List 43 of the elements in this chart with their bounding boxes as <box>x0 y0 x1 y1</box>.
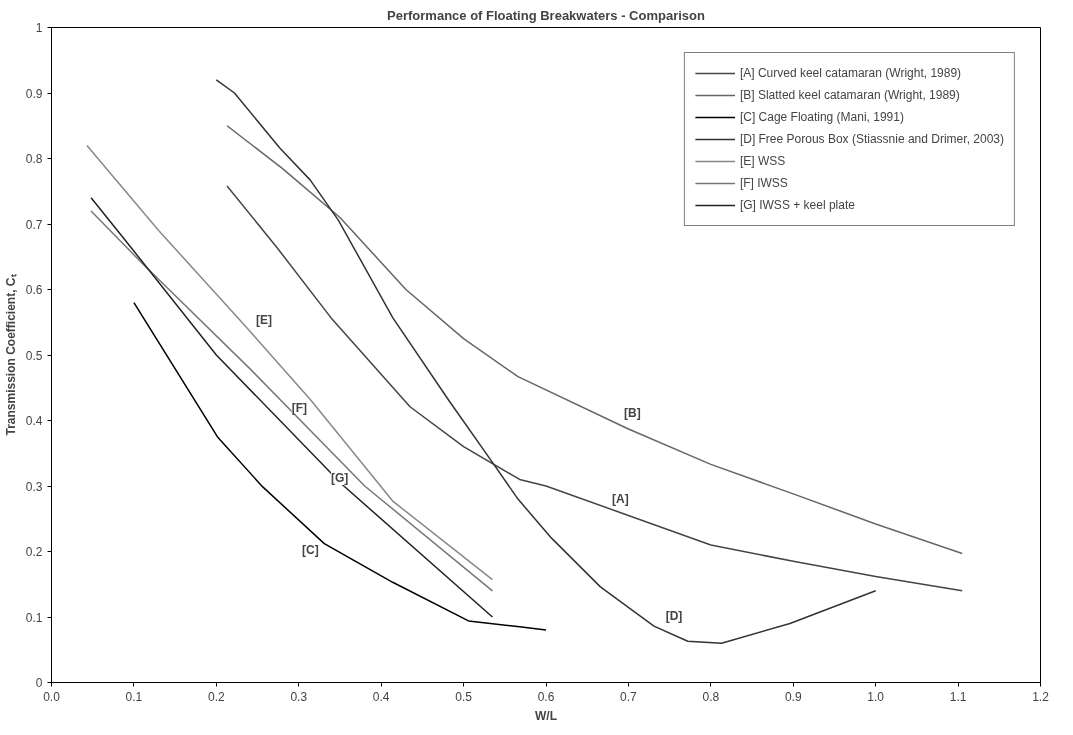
annotation: [B] <box>624 406 641 421</box>
legend-label: [B] Slatted keel catamaran (Wright, 1989) <box>739 88 960 102</box>
x-tick-label: 0.8 <box>702 689 720 704</box>
line-series <box>86 144 494 581</box>
legend-label: [E] WSS <box>739 154 786 168</box>
legend-label: [D] Free Porous Box (Stiassnie and Drimer, 2003) <box>739 132 1004 146</box>
legend-label: [A] Curved keel catamaran (Wright, 1989) <box>739 66 962 80</box>
line-series <box>133 301 547 631</box>
x-tick-label: 0.9 <box>784 689 802 704</box>
y-tick-label: 0.9 <box>25 86 43 101</box>
x-tick-label: 0.0 <box>43 689 61 704</box>
x-tick-label: 0.7 <box>620 689 638 704</box>
x-tick-label: 0.6 <box>537 689 555 704</box>
x-tick-label: 0.4 <box>372 689 390 704</box>
x-tick-label: 1.0 <box>867 689 885 704</box>
x-tick-label: 0.3 <box>290 689 308 704</box>
y-tick-label: 0.1 <box>25 610 43 625</box>
x-tick-label: 1.1 <box>949 689 967 704</box>
x-tick-label: 0.1 <box>125 689 143 704</box>
annotation: [F] <box>291 401 307 416</box>
legend-label: [F] IWSS <box>739 176 788 190</box>
x-tick-label: 1.2 <box>1032 689 1050 704</box>
y-tick-label: 0.6 <box>25 283 43 297</box>
legend-label: [C] Cage Floating (Mani, 1991) <box>739 110 904 124</box>
y-tick-label: 0.8 <box>25 152 43 166</box>
x-axis-title: W/L <box>535 708 557 723</box>
annotation: [G] <box>330 471 349 486</box>
y-axis-title: Transmission Coefficient, Cₜ <box>3 274 18 436</box>
y-tick-label: 1 <box>35 21 43 35</box>
x-tick-label: 0.2 <box>207 689 225 704</box>
y-tick-label: 0.2 <box>25 545 43 559</box>
y-tick-label: 0.7 <box>25 217 43 232</box>
annotation: [C] <box>301 542 319 557</box>
legend-label: [G] IWSS + keel plate <box>739 198 855 212</box>
chart-title: Performance of Floating Breakwaters - Comparison <box>387 7 705 23</box>
y-tick-label: 0 <box>35 676 43 690</box>
y-tick-label: 0.3 <box>25 479 43 494</box>
x-tick-label: 0.5 <box>455 689 473 704</box>
annotation: [D] <box>665 609 683 624</box>
y-tick-label: 0.5 <box>25 348 43 363</box>
y-tick-label: 0.4 <box>25 414 43 428</box>
annotation: [E] <box>255 313 272 328</box>
annotation: [A] <box>612 492 629 507</box>
